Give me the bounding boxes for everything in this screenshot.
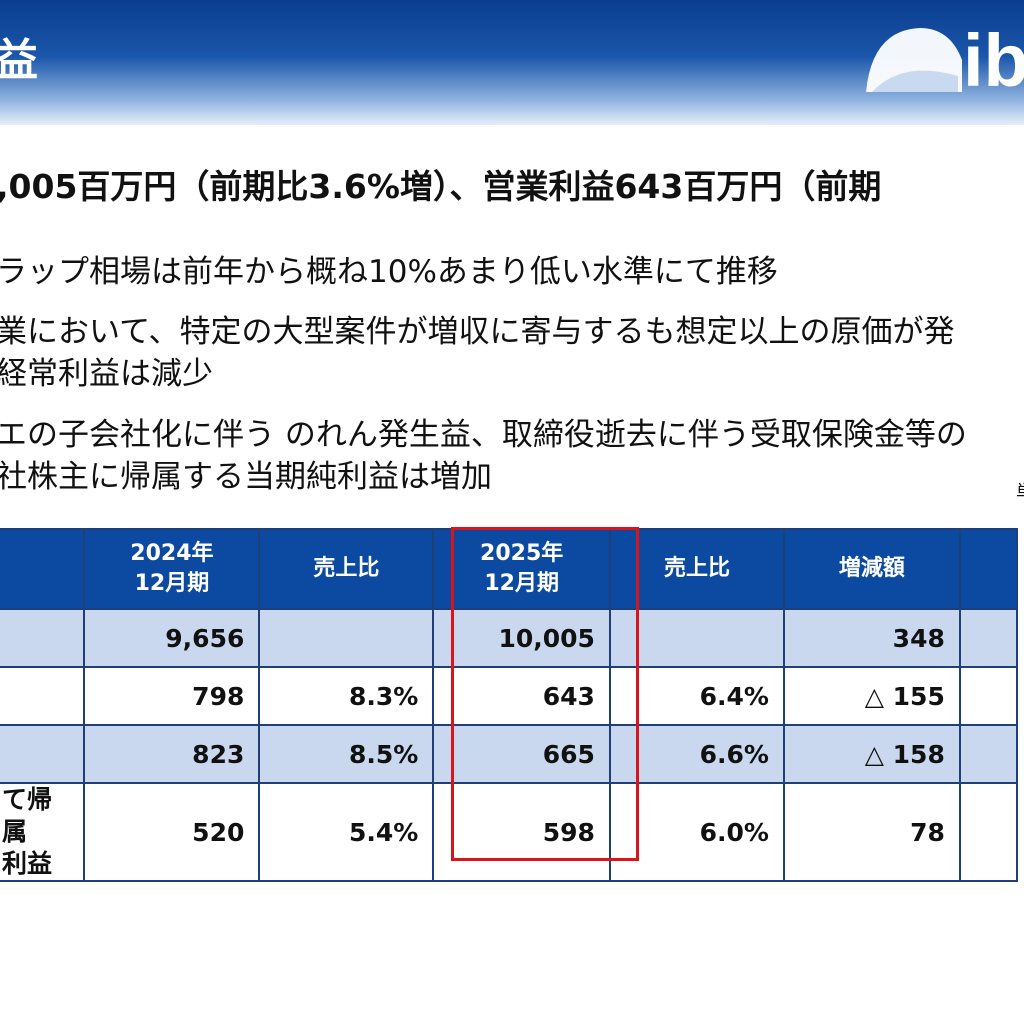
cell-value: 8.5%	[258, 724, 435, 784]
header-cell-label	[0, 528, 86, 610]
cell-value: 665	[432, 724, 611, 784]
bullet-1: ラップ相場は前年から概ね10%あまり低い水準にて推移	[0, 254, 778, 290]
table-row: 823 8.5% 665 6.6% △ 158	[0, 724, 1019, 784]
financial-results-table: 2024年 12月期 売上比 2025年 12月期 売上比 増減額 9,656 …	[0, 528, 1019, 882]
logo-text: ib	[963, 19, 1024, 102]
cell-value: 5.4%	[258, 782, 435, 882]
company-logo: ib	[858, 20, 1024, 100]
cell-value	[258, 608, 435, 668]
header-cell-ratio-2024: 売上比	[258, 528, 435, 610]
row-label	[0, 666, 86, 726]
cell-value: 798	[83, 666, 261, 726]
bullet-3-line-1: エの子会社化に伴う のれん発生益、取締役逝去に伴う受取保険金等の	[0, 417, 967, 453]
bullet-3-line-2: 社株主に帰属する当期純利益は増加	[0, 459, 492, 495]
unit-note: 単	[1016, 478, 1024, 504]
table-header-row: 2024年 12月期 売上比 2025年 12月期 売上比 増減額	[0, 528, 1019, 610]
cell-value: 6.0%	[608, 782, 785, 882]
slide-title: 益	[0, 35, 39, 86]
cell-value: 643	[432, 666, 611, 726]
cell-value: 9,656	[83, 608, 261, 668]
cell-value: 6.6%	[608, 724, 785, 784]
cell-value: 8.3%	[258, 666, 435, 726]
cell-value: △ 155	[782, 666, 961, 726]
cell-value	[958, 666, 1019, 726]
cell-value	[608, 608, 785, 668]
slide-header: 益 ib	[0, 0, 1024, 125]
row-label	[0, 724, 86, 784]
cell-value: 10,005	[432, 608, 611, 668]
table-row: 9,656 10,005 348	[0, 608, 1019, 668]
cell-value: 520	[83, 782, 261, 882]
summary-headline: ,005百万円（前期比3.6%増）、営業利益643百万円（前期	[0, 167, 882, 206]
bullet-2-line-2: 経常利益は減少	[0, 356, 213, 392]
row-label	[0, 608, 86, 668]
cell-value: 823	[83, 724, 261, 784]
cell-value: △ 158	[782, 724, 961, 784]
header-cell-fy2025: 2025年 12月期	[432, 528, 611, 610]
cell-value: 348	[782, 608, 961, 668]
cell-value	[958, 782, 1019, 882]
cell-value: 6.4%	[608, 666, 785, 726]
cell-value	[958, 608, 1019, 668]
row-label: て帰属 利益	[0, 782, 86, 882]
header-cell-extra	[958, 528, 1019, 610]
cell-value: 598	[432, 782, 611, 882]
bullet-2-line-1: 業において、特定の大型案件が増収に寄与するも想定以上の原価が発	[0, 314, 955, 350]
header-cell-fy2024: 2024年 12月期	[83, 528, 261, 610]
table-row: て帰属 利益 520 5.4% 598 6.0% 78	[0, 782, 1019, 882]
header-cell-change: 増減額	[782, 528, 961, 610]
cell-value	[958, 724, 1019, 784]
table-row: 798 8.3% 643 6.4% △ 155	[0, 666, 1019, 726]
logo-mountain-icon	[866, 28, 962, 92]
cell-value: 78	[782, 782, 961, 882]
header-cell-ratio-2025: 売上比	[608, 528, 785, 610]
